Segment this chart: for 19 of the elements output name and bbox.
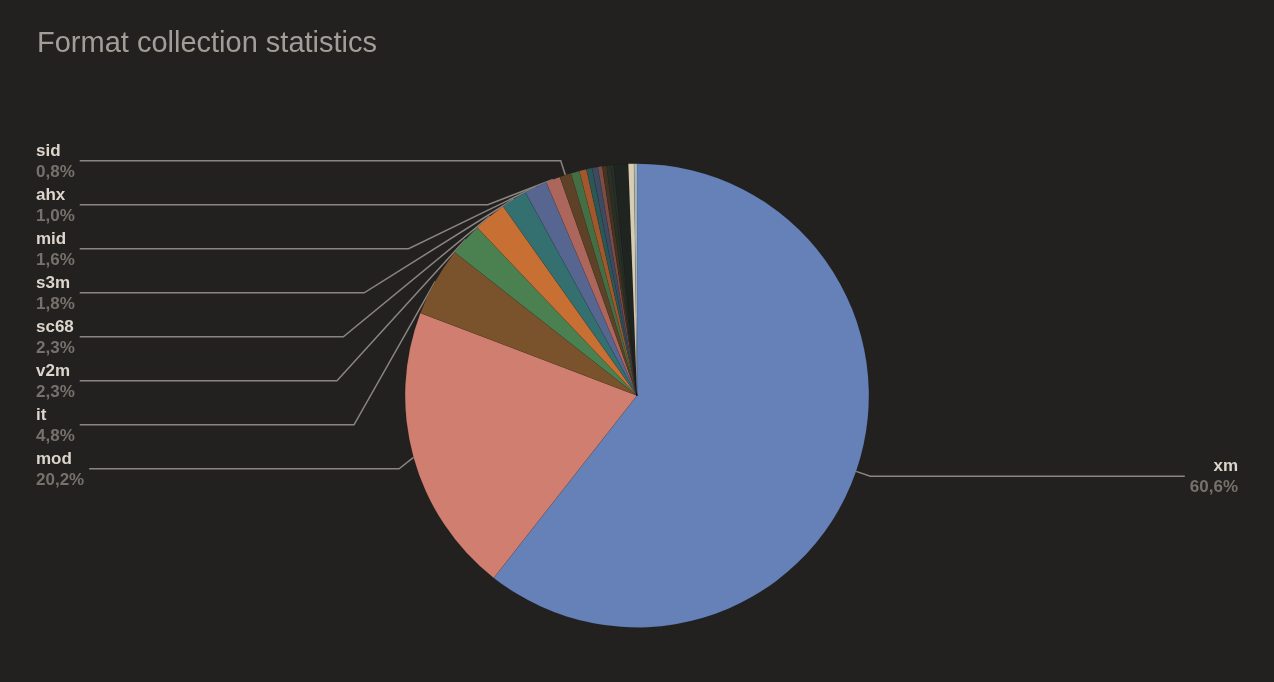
slice-label: it: [36, 404, 47, 424]
data-label: 1,6%: [36, 249, 75, 269]
slice-label: sc68: [36, 316, 74, 336]
data-label: 1,8%: [36, 293, 75, 313]
slice-label: mid: [36, 228, 67, 248]
data-label: 60,6%: [1189, 477, 1238, 497]
chart-title: Format collection statistics: [37, 25, 378, 58]
slice-label: v2m: [36, 360, 71, 380]
slice-label: ahx: [36, 184, 66, 204]
data-label: 2,3%: [36, 337, 75, 357]
slice-label: xm: [1213, 456, 1238, 476]
data-label: 1,0%: [36, 205, 75, 225]
slice-label: sid: [36, 140, 61, 160]
data-label: 20,2%: [36, 469, 85, 489]
data-label: 2,3%: [36, 381, 75, 401]
slice-label: s3m: [36, 272, 71, 292]
data-label: 0,8%: [36, 161, 75, 181]
slice-label: mod: [36, 448, 72, 468]
data-label: 4,8%: [36, 425, 75, 445]
